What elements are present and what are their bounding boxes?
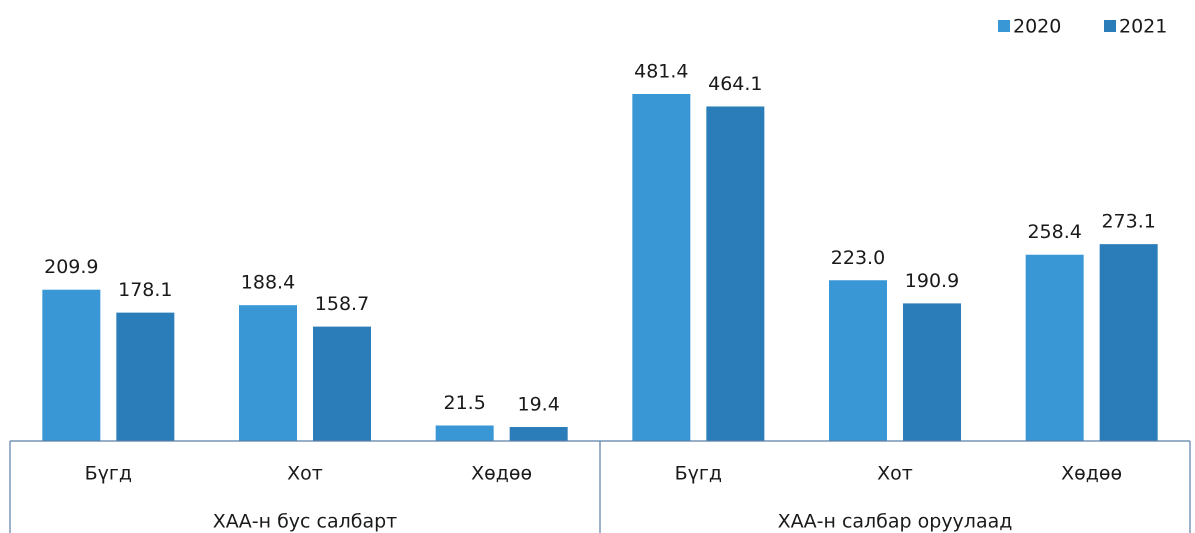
bar [903, 303, 961, 441]
data-label: 158.7 [315, 293, 369, 315]
bar [313, 326, 371, 441]
group-label: ХАА-н бус салбарт [213, 511, 398, 533]
data-label: 464.1 [708, 73, 762, 95]
data-label: 273.1 [1101, 211, 1155, 233]
legend-swatch [998, 20, 1010, 32]
bar [435, 425, 494, 441]
x-tick-label: Хөдөө [1061, 463, 1122, 485]
data-label: 481.4 [634, 61, 688, 83]
data-label: 223.0 [831, 247, 885, 269]
bar [706, 106, 765, 441]
bar [632, 94, 691, 441]
data-label: 258.4 [1027, 221, 1081, 243]
bar [1025, 254, 1084, 441]
bar [42, 289, 101, 441]
bar [116, 312, 175, 441]
x-tick-label: Хөдөө [471, 463, 532, 485]
data-label: 190.9 [905, 270, 959, 292]
group-label: ХАА-н салбар оруулаад [778, 511, 1013, 533]
legend-label: 2021 [1119, 16, 1167, 38]
data-label: 21.5 [444, 392, 486, 414]
x-tick-label: Хот [877, 463, 913, 485]
bar [239, 305, 297, 441]
data-label: 178.1 [118, 279, 172, 301]
legend-label: 2020 [1013, 16, 1061, 38]
bar [1099, 244, 1158, 441]
x-tick-label: Хот [287, 463, 323, 485]
data-label: 209.9 [44, 256, 98, 278]
x-tick-label: Бүгд [85, 463, 132, 485]
data-label: 188.4 [241, 272, 295, 294]
legend-swatch [1104, 20, 1116, 32]
bar [829, 280, 887, 441]
x-tick-label: Бүгд [675, 463, 722, 485]
data-label: 19.4 [518, 394, 560, 416]
bar [509, 427, 568, 441]
